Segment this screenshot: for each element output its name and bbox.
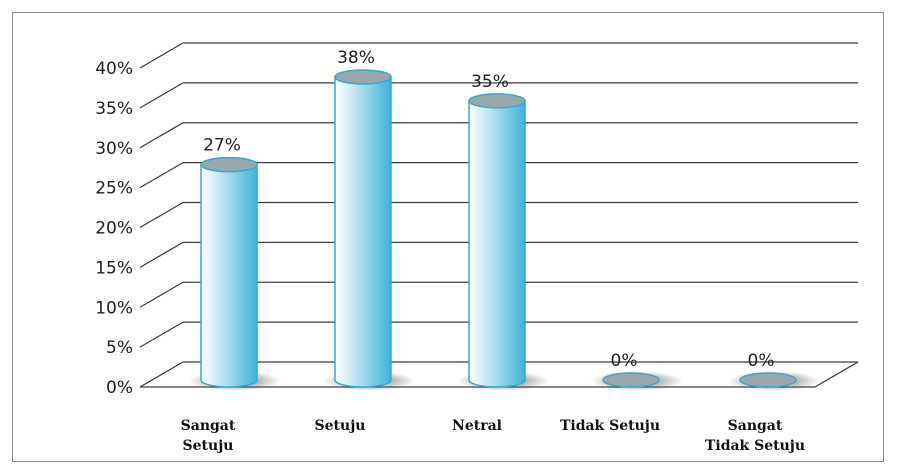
y-tick-label: 10% (95, 298, 133, 318)
bars (189, 69, 820, 391)
gridline-side (139, 122, 184, 149)
x-tick-label: Setuju (315, 418, 366, 434)
bar-body (468, 100, 526, 388)
bar (591, 371, 683, 391)
gridline-side (139, 321, 184, 348)
x-tick-label: Sangat (728, 418, 783, 434)
bar-top (334, 69, 392, 85)
floor-right-edge (814, 361, 859, 388)
data-label: 38% (337, 48, 375, 68)
bar-top (602, 372, 660, 388)
bar-body (334, 76, 392, 388)
gridline-side (139, 82, 184, 109)
gridline-side (139, 42, 184, 69)
y-tick-label: 25% (95, 179, 133, 199)
x-tick-label: Tidak Setuju (705, 438, 805, 454)
data-labels: 27% 38% 35% 0% 0% (203, 48, 774, 371)
y-tick-label: 40% (95, 59, 133, 79)
data-label: 0% (748, 351, 775, 371)
y-tick-label: 30% (95, 139, 133, 159)
gridline-side (139, 241, 184, 268)
x-tick-label: Tidak Setuju (560, 418, 660, 434)
gridline-side (139, 162, 184, 189)
gridline-side (139, 281, 184, 308)
x-tick-label: Sangat (181, 418, 236, 434)
bar (323, 69, 415, 391)
bar (457, 93, 549, 391)
data-label: 27% (203, 136, 241, 156)
gridline-side (139, 361, 184, 388)
y-tick-label: 35% (95, 99, 133, 119)
bar-top (200, 156, 258, 173)
bar-top (468, 93, 526, 109)
bar (728, 371, 820, 391)
data-label: 35% (471, 72, 509, 92)
bar-body (200, 163, 258, 388)
y-tick-label: 15% (95, 258, 133, 278)
x-axis: Sangat Setuju Setuju Netral Tidak Setuju Sang… (181, 418, 805, 454)
data-label: 0% (611, 351, 638, 371)
bar (189, 156, 281, 391)
y-tick-label: 5% (106, 338, 133, 358)
x-tick-label: Setuju (183, 438, 234, 454)
bar-top (739, 372, 797, 388)
y-tick-label: 0% (106, 378, 133, 398)
y-tick-label: 20% (95, 219, 133, 239)
x-tick-label: Netral (452, 418, 502, 434)
gridline-side (139, 201, 184, 229)
y-axis: 0% 5% 10% 15% 20% 25% 30% 35% 40% (95, 59, 133, 398)
